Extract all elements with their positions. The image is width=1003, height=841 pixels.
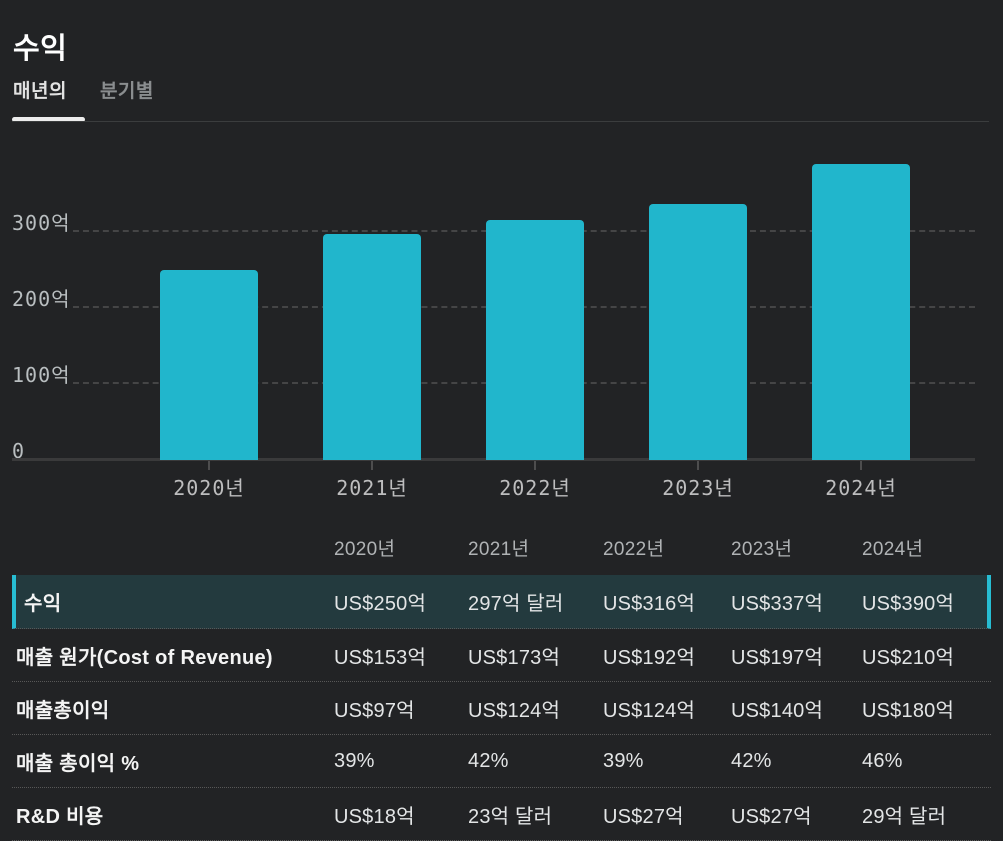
- column-header-2024년: 2024년: [862, 539, 924, 560]
- column-header-2020년: 2020년: [334, 539, 396, 560]
- x-axis-label: 2020년: [173, 476, 245, 500]
- table-cell: 29억 달러: [862, 805, 947, 828]
- revenue-bar-2020년[interactable]: [160, 270, 258, 460]
- column-header-2022년: 2022년: [603, 539, 665, 560]
- period-tabs: 매년의 분기별: [13, 76, 154, 103]
- column-header-2023년: 2023년: [731, 539, 793, 560]
- x-axis-label: 2024년: [825, 476, 897, 500]
- y-axis-tick-label: 200억: [12, 287, 71, 311]
- revenue-bar-2021년[interactable]: [323, 234, 421, 460]
- table-cell: US$180억: [862, 699, 955, 722]
- table-cell: 297억 달러: [468, 593, 564, 615]
- table-cell: US$250억: [334, 593, 427, 615]
- revenue-bar-2023년[interactable]: [649, 204, 747, 460]
- table-cell: US$124억: [603, 699, 696, 722]
- table-cell: US$390억: [862, 593, 955, 615]
- x-axis-label: 2022년: [499, 476, 571, 500]
- x-axis-label: 2023년: [662, 476, 734, 500]
- financials-table: 2020년 2021년 2022년 2023년 2024년 수익 US$250억 297억 …: [12, 520, 991, 841]
- tab-annual[interactable]: 매년의: [13, 81, 67, 102]
- table-cell: 39%: [603, 749, 644, 772]
- page-title: 수익: [13, 33, 68, 66]
- table-cell: US$140억: [731, 699, 824, 722]
- table-cell: US$27억: [603, 805, 684, 828]
- table-cell: US$18억: [334, 805, 415, 828]
- table-cell: US$124억: [468, 699, 561, 722]
- tabs-divider: [12, 121, 989, 122]
- table-cell: US$197억: [731, 646, 824, 669]
- y-axis-tick-label: 300억: [12, 211, 71, 235]
- table-row[interactable]: 매출총이익 US$97억 US$124억 US$124억 US$140억 US$180억: [12, 682, 991, 735]
- tab-quarterly[interactable]: 분기별: [99, 81, 154, 102]
- row-label: R&D 비용: [16, 805, 104, 828]
- table-cell: US$210억: [862, 646, 955, 669]
- table-cell: US$97억: [334, 699, 415, 722]
- table-cell: US$153억: [334, 646, 427, 669]
- table-row[interactable]: 매출 원가(Cost of Revenue) US$153억 US$173억 US$1…: [12, 629, 991, 682]
- row-label: 매출 총이익 %: [16, 752, 140, 775]
- y-axis-tick-label: 100억: [12, 363, 71, 387]
- table-row[interactable]: 수익 US$250억 297억 달러 US$316억 US$337억 US$390억: [12, 575, 991, 629]
- table-cell: US$316억: [603, 593, 696, 615]
- revenue-chart: 300억 200억 100억 0 2020년 2021년 2022년 2023년 2024년: [0, 130, 1003, 520]
- y-axis-tick-label: 0: [12, 439, 26, 463]
- x-axis-tick: [371, 461, 373, 470]
- revenue-bar-2022년[interactable]: [486, 220, 584, 460]
- table-cell: 42%: [468, 749, 509, 772]
- table-cell: US$337억: [731, 593, 824, 615]
- x-axis-label: 2021년: [336, 476, 408, 500]
- table-row[interactable]: 매출 총이익 % 39% 42% 39% 42% 46%: [12, 735, 991, 788]
- table-cell: 46%: [862, 749, 903, 772]
- table-cell: US$192억: [603, 646, 696, 669]
- row-label: 매출 원가(Cost of Revenue): [16, 646, 273, 669]
- revenue-bar-2024년[interactable]: [812, 164, 910, 460]
- table-cell: 42%: [731, 749, 772, 772]
- column-header-2021년: 2021년: [468, 539, 530, 560]
- x-axis-tick: [208, 461, 210, 470]
- x-axis-tick: [697, 461, 699, 470]
- table-row[interactable]: R&D 비용 US$18억 23억 달러 US$27억 US$27억 29억 달러: [12, 788, 991, 841]
- table-cell: US$27억: [731, 805, 812, 828]
- active-tab-underline: [12, 117, 85, 122]
- table-cell: 39%: [334, 749, 375, 772]
- x-axis-tick: [534, 461, 536, 470]
- x-axis-tick: [860, 461, 862, 470]
- row-label: 매출총이익: [16, 699, 110, 722]
- row-label: 수익: [24, 593, 62, 615]
- table-header-row: 2020년 2021년 2022년 2023년 2024년: [12, 520, 991, 575]
- table-cell: 23억 달러: [468, 805, 553, 828]
- table-cell: US$173억: [468, 646, 561, 669]
